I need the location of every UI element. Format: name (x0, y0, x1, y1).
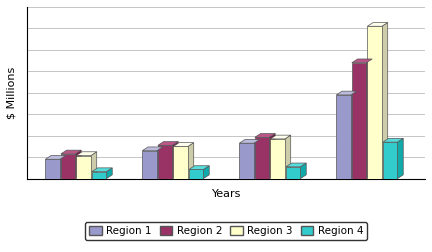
Polygon shape (189, 166, 209, 170)
Polygon shape (352, 63, 366, 179)
Polygon shape (336, 91, 357, 95)
Polygon shape (336, 95, 351, 179)
Polygon shape (255, 134, 275, 137)
Polygon shape (239, 143, 254, 179)
Polygon shape (172, 142, 178, 179)
Polygon shape (203, 166, 209, 179)
Polygon shape (367, 26, 382, 179)
Polygon shape (173, 143, 194, 146)
Polygon shape (91, 152, 97, 179)
Polygon shape (366, 59, 372, 179)
Polygon shape (158, 142, 178, 145)
Polygon shape (142, 151, 157, 179)
Polygon shape (76, 155, 91, 179)
Polygon shape (75, 150, 81, 179)
Polygon shape (173, 146, 188, 179)
Polygon shape (106, 168, 112, 179)
Polygon shape (352, 59, 372, 63)
Polygon shape (270, 135, 291, 139)
Polygon shape (60, 155, 66, 179)
Polygon shape (382, 22, 388, 179)
Polygon shape (142, 147, 163, 151)
Polygon shape (351, 91, 357, 179)
Polygon shape (254, 139, 260, 179)
Polygon shape (300, 163, 306, 179)
Polygon shape (286, 167, 300, 179)
Y-axis label: $ Millions: $ Millions (7, 67, 17, 119)
Polygon shape (92, 168, 112, 172)
X-axis label: Years: Years (212, 189, 241, 199)
Polygon shape (188, 143, 194, 179)
Polygon shape (239, 139, 260, 143)
Polygon shape (189, 170, 203, 179)
Polygon shape (61, 150, 81, 154)
Polygon shape (158, 145, 172, 179)
Polygon shape (286, 163, 306, 167)
Polygon shape (255, 137, 270, 179)
Polygon shape (61, 154, 75, 179)
Polygon shape (45, 155, 66, 159)
Polygon shape (270, 134, 275, 179)
Polygon shape (285, 135, 291, 179)
Polygon shape (397, 138, 403, 179)
Polygon shape (383, 142, 397, 179)
Polygon shape (367, 22, 388, 26)
Polygon shape (383, 138, 403, 142)
Polygon shape (157, 147, 163, 179)
Polygon shape (270, 139, 285, 179)
Legend: Region 1, Region 2, Region 3, Region 4: Region 1, Region 2, Region 3, Region 4 (85, 222, 367, 240)
Polygon shape (45, 159, 60, 179)
Polygon shape (92, 172, 106, 179)
Polygon shape (76, 152, 97, 155)
